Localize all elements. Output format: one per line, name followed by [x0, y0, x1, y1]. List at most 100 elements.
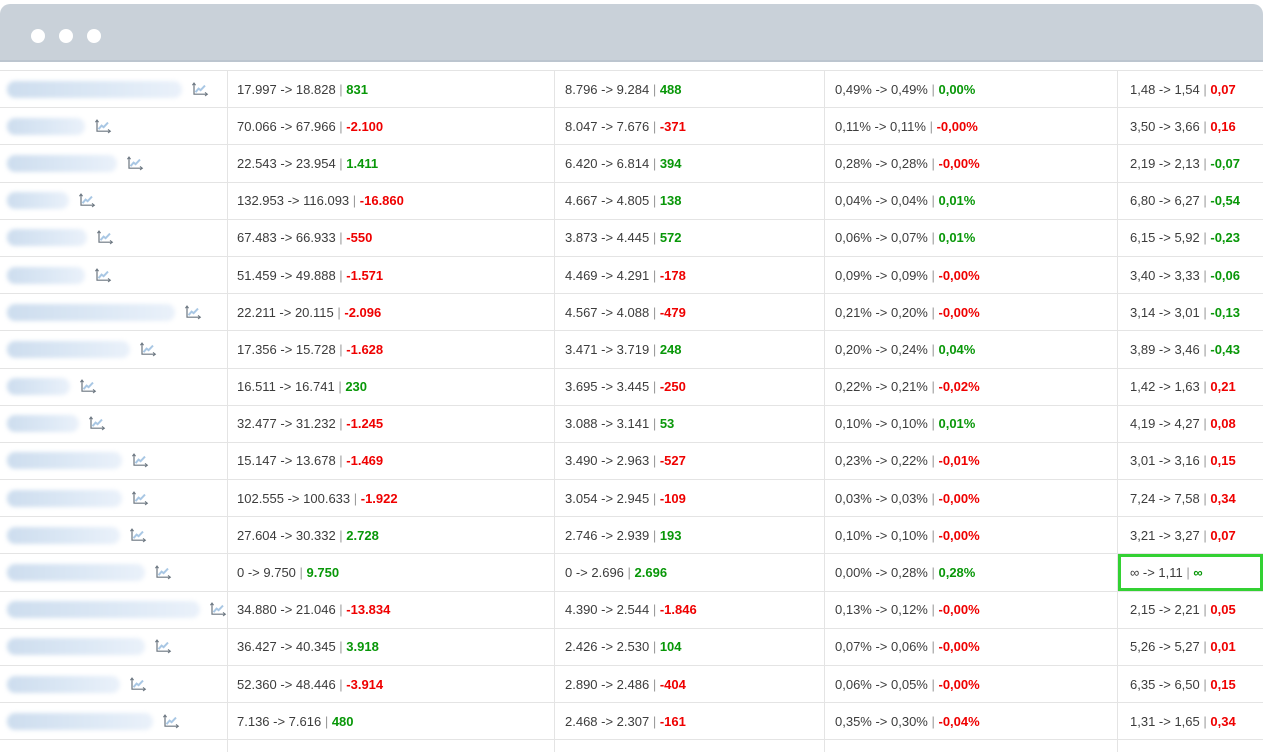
metric-separator: |: [1186, 565, 1194, 581]
table-row: 34.880 -> 21.046 | -13.834 4.390 -> 2.54…: [0, 591, 1263, 629]
metric-cell-1: [228, 740, 555, 752]
metric-cell-1: 52.360 -> 48.446 | -3.914: [228, 666, 555, 703]
metric-range: 70.066 -> 67.966: [237, 118, 340, 134]
metric-cell-percent: 0,04% -> 0,04% | 0,01%: [825, 182, 1118, 219]
metric-cell-1: 67.483 -> 66.933 | -550: [228, 219, 555, 256]
line-chart-icon[interactable]: [162, 713, 180, 729]
redacted-keyword-label[interactable]: [7, 564, 145, 582]
metric-delta: -0,04%: [938, 713, 980, 729]
metric-range: 22.543 -> 23.954: [237, 155, 340, 171]
redacted-keyword-label[interactable]: [7, 415, 79, 433]
metric-separator: |: [1203, 379, 1211, 395]
metric-range: 6.420 -> 6.814: [565, 155, 653, 171]
line-chart-icon[interactable]: [94, 118, 112, 134]
redacted-keyword-label[interactable]: [7, 489, 122, 507]
metric-range: 6,15 -> 5,92: [1130, 230, 1204, 246]
redacted-keyword-label[interactable]: [7, 303, 175, 321]
metric-delta: -13.834: [346, 602, 391, 618]
window-dot[interactable]: [31, 29, 45, 43]
metric-cell-1: 15.147 -> 13.678 | -1.469: [228, 442, 555, 480]
metric-delta: -0,01%: [938, 453, 980, 469]
table-row: 15.147 -> 13.678 | -1.469 3.490 -> 2.963…: [0, 442, 1263, 481]
table-row: 32.477 -> 31.232 | -1.245 3.088 -> 3.141…: [0, 405, 1263, 443]
line-chart-icon[interactable]: [129, 527, 147, 543]
metric-separator: |: [352, 193, 360, 209]
metric-cell-percent: 0,10% -> 0,10% | -0,00%: [825, 517, 1118, 554]
keyword-cell: [0, 517, 228, 554]
line-chart-icon[interactable]: [94, 267, 112, 283]
line-chart-icon[interactable]: [154, 565, 172, 580]
redacted-keyword-label[interactable]: [7, 675, 120, 693]
line-chart-icon[interactable]: [129, 676, 147, 692]
redacted-keyword-label[interactable]: [7, 452, 122, 470]
metric-separator: |: [931, 379, 939, 395]
window-dot[interactable]: [87, 29, 101, 43]
keyword-cell: [0, 71, 228, 108]
line-chart-icon[interactable]: [154, 639, 172, 654]
line-chart-icon[interactable]: [78, 193, 96, 208]
redacted-keyword-label[interactable]: [7, 154, 117, 172]
metric-separator: |: [931, 193, 939, 209]
metric-cell-2: 3.054 -> 2.945 | -109: [555, 480, 825, 517]
metric-range: 0 -> 2.696: [565, 565, 628, 581]
metric-cell-percent: 0,13% -> 0,12% | -0,00%: [825, 591, 1118, 628]
metric-separator: |: [652, 490, 660, 506]
line-chart-icon[interactable]: [96, 230, 114, 245]
metric-range: 2.890 -> 2.486: [565, 676, 653, 692]
metric-cell-2: 8.047 -> 7.676 | -371: [555, 108, 825, 145]
metric-delta: -0,02%: [938, 379, 980, 395]
line-chart-icon[interactable]: [184, 304, 202, 320]
metric-delta: -0,00%: [938, 527, 980, 543]
metric-cell-percent: 0,20% -> 0,24% | 0,04%: [825, 331, 1118, 368]
metric-delta: -0,00%: [938, 639, 980, 655]
metric-separator: |: [931, 453, 939, 469]
table-row: [0, 740, 1263, 752]
metric-delta: 53: [659, 416, 675, 432]
metric-delta: 572: [659, 230, 682, 246]
redacted-keyword-label[interactable]: [7, 601, 200, 619]
table-row: 16.511 -> 16.741 | 230 3.695 -> 3.445 | …: [0, 368, 1263, 406]
redacted-keyword-label[interactable]: [7, 229, 87, 247]
line-chart-icon[interactable]: [126, 156, 144, 171]
redacted-keyword-label[interactable]: [7, 80, 182, 98]
redacted-keyword-label[interactable]: [7, 192, 69, 210]
line-chart-icon[interactable]: [131, 453, 149, 468]
metric-cell-position: 6,80 -> 6,27 | -0,54: [1118, 183, 1263, 219]
window-dot[interactable]: [59, 29, 73, 43]
metric-cell-position: [1118, 740, 1263, 752]
metric-delta: 0,15: [1210, 453, 1236, 469]
metric-cell-1: 36.427 -> 40.345 | 3.918: [228, 628, 555, 665]
metric-cell-position: 4,19 -> 4,27 | 0,08: [1118, 406, 1263, 442]
metric-separator: |: [931, 416, 939, 432]
metric-range: 1,48 -> 1,54: [1130, 81, 1204, 97]
redacted-keyword-label[interactable]: [7, 526, 120, 544]
metric-range: 3.873 -> 4.445: [565, 230, 653, 246]
metric-separator: |: [652, 81, 660, 97]
line-chart-icon[interactable]: [209, 602, 227, 617]
metric-range: 22.211 -> 20.115: [237, 304, 338, 320]
metric-range: 102.555 -> 100.633: [237, 490, 354, 506]
redacted-keyword-label[interactable]: [7, 266, 85, 284]
line-chart-icon[interactable]: [88, 416, 106, 431]
metric-separator: |: [1203, 713, 1211, 729]
metric-range: 0,07% -> 0,06%: [835, 639, 932, 655]
line-chart-icon[interactable]: [79, 379, 97, 394]
metric-range: 1,31 -> 1,65: [1130, 713, 1204, 729]
redacted-keyword-label[interactable]: [7, 117, 85, 135]
metric-range: 51.459 -> 49.888: [237, 267, 340, 283]
redacted-keyword-label[interactable]: [7, 340, 130, 358]
metric-cell-2: 3.490 -> 2.963 | -527: [555, 442, 825, 480]
metric-cell-percent: 0,35% -> 0,30% | -0,04%: [825, 703, 1118, 740]
metric-separator: |: [652, 676, 660, 692]
line-chart-icon[interactable]: [131, 490, 149, 506]
redacted-keyword-label[interactable]: [7, 638, 145, 656]
line-chart-icon[interactable]: [191, 81, 209, 97]
metric-range: 6,35 -> 6,50: [1130, 676, 1204, 692]
metric-separator: |: [652, 341, 660, 357]
redacted-keyword-label[interactable]: [7, 378, 70, 396]
line-chart-icon[interactable]: [139, 342, 157, 357]
redacted-keyword-label[interactable]: [7, 712, 153, 730]
metric-separator: |: [1203, 490, 1211, 506]
metric-delta: -1.245: [346, 416, 384, 432]
metric-range: 7.136 -> 7.616: [237, 713, 325, 729]
